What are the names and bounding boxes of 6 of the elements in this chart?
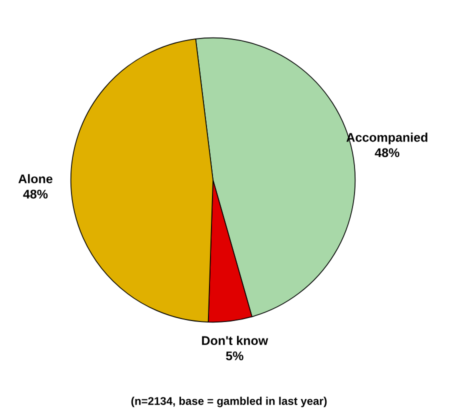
data-label: 48% [23,190,48,199]
data-label: 5% [226,351,244,360]
slice-label: Alone [18,174,52,184]
slice-label: Don't know [202,336,268,346]
data-label: 48% [374,148,400,158]
text: (n=2134, base = gambled in last year) [131,396,327,408]
